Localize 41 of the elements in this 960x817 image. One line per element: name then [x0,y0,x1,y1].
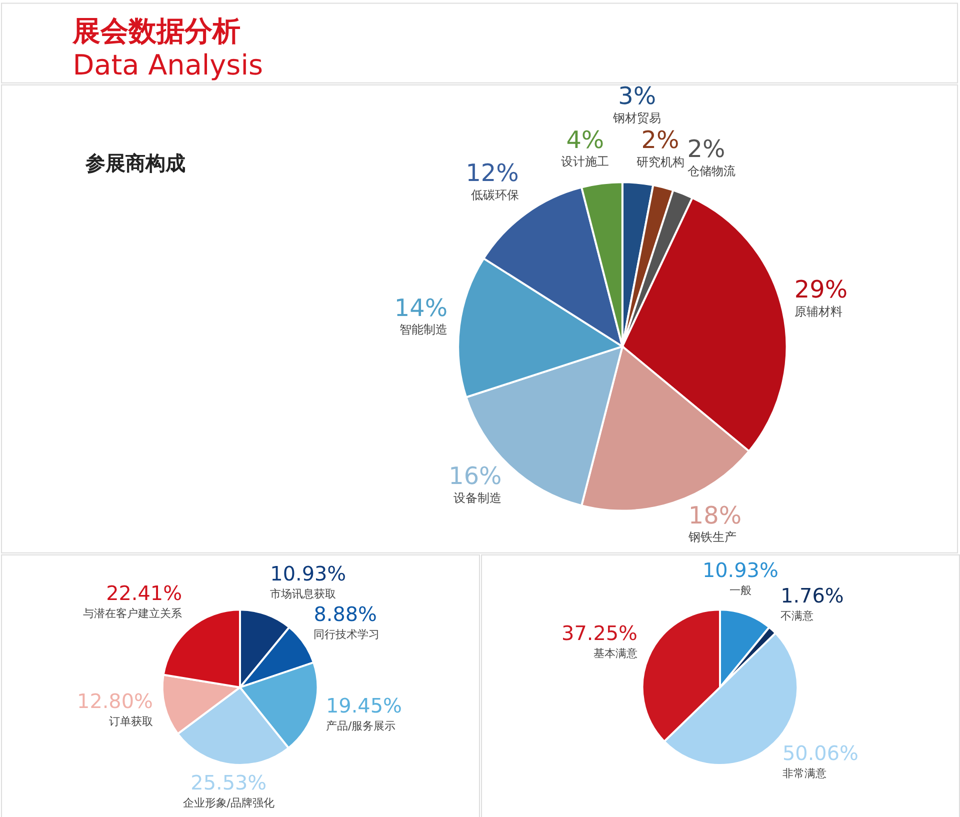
data-label: 12% [466,158,519,187]
slice-label: 非常满意 [782,766,826,780]
data-label: 19.45% [326,694,402,718]
data-label: 29% [794,275,848,304]
slice-label: 产品/服务展示 [326,720,396,733]
data-label: 10.93% [702,559,778,582]
slice-label: 同行技术学习 [314,628,380,641]
slice-label: 原辅材料 [794,304,842,318]
slice-label: 不满意 [780,610,814,623]
text: 展会数据分析 [72,14,241,48]
data-label: 10.93% [270,562,346,586]
data-label: 18% [688,501,742,530]
slice-label: 市场讯息获取 [270,588,336,601]
text: 参展商构成 [84,152,186,176]
slice-label: 基本满意 [593,647,638,660]
slice-label: 研究机构 [636,154,684,169]
slice-label: 设计施工 [561,154,610,169]
data-label: 1.76% [780,584,844,608]
data-label: 4% [566,126,604,154]
slice-label: 钢材贸易 [612,110,662,125]
slice-label: 订单获取 [108,714,153,728]
slice-label: 设备制造 [454,491,502,506]
data-label: 25.53% [190,772,267,795]
text: Data Analysis [72,48,263,82]
slice-label: 与潜在客户建立关系 [82,606,182,620]
data-label: 22.41% [106,582,182,606]
data-label: 14% [394,294,448,322]
data-label: 8.88% [314,602,377,626]
data-label: 2% [687,135,726,164]
data-label: 50.06% [782,742,858,765]
slice-label: 一般 [729,584,752,598]
data-label: 37.25% [562,622,638,646]
slice-label: 智能制造 [400,322,448,337]
slice-label: 钢铁生产 [687,530,736,544]
data-label: 3% [618,82,656,110]
slice-label: 企业形象/品牌强化 [182,796,274,810]
data-label: 12.80% [77,690,153,713]
slice-label: 低碳环保 [470,188,519,202]
slice-label: 仓储物流 [687,164,736,178]
data-label: 16% [448,462,502,490]
data-label: 2% [641,126,680,154]
